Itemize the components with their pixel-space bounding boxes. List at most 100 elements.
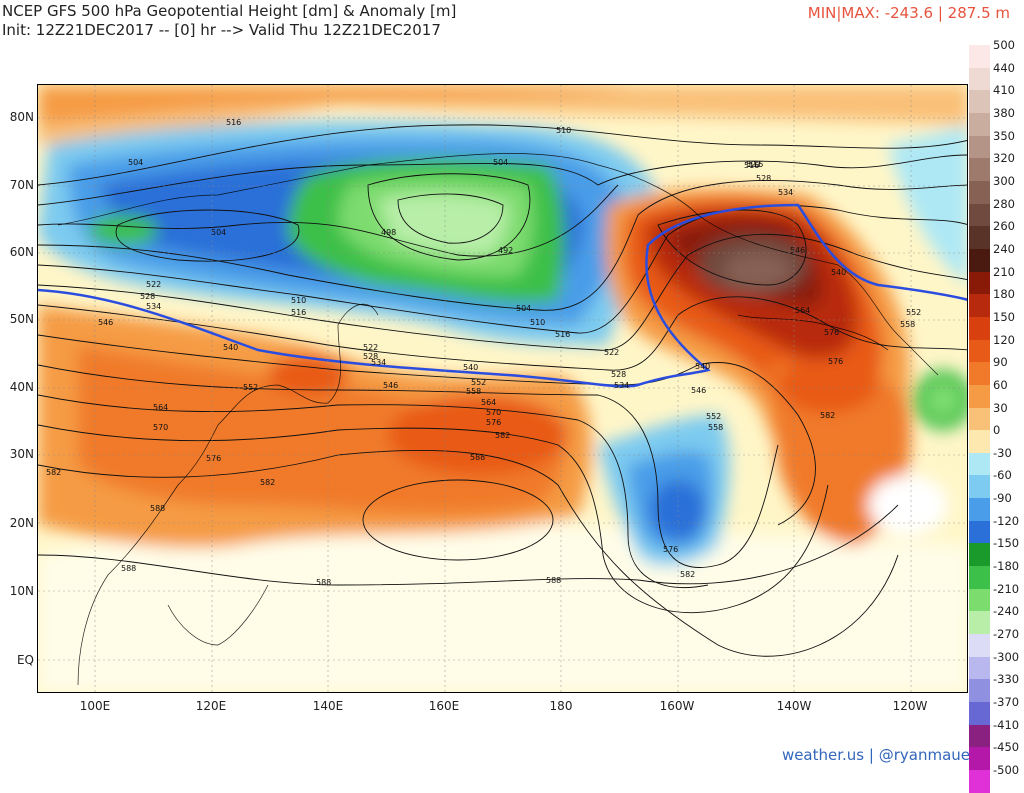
colorbar-label: 210	[993, 264, 1015, 279]
contour-label: 588	[150, 504, 165, 513]
contour-label: 552	[906, 308, 921, 317]
lon-label: 140E	[312, 699, 344, 713]
colorbar-label: 180	[993, 287, 1015, 302]
colorbar-swatch: 380	[969, 106, 1015, 136]
contour-label: 588	[546, 576, 561, 585]
colorbar-label: 240	[993, 241, 1015, 256]
lon-label: 160E	[428, 699, 460, 713]
lat-label: EQ	[16, 653, 34, 667]
contour-label: 510	[556, 126, 571, 135]
colorbar-label: -90	[993, 491, 1012, 506]
contour-label: 498	[381, 228, 396, 237]
contour-label: 492	[498, 246, 513, 255]
contour-label: 576	[486, 418, 501, 427]
colorbar-label: 260	[993, 219, 1015, 234]
contour-label: 516	[744, 161, 759, 170]
colorbar-swatch: 30	[969, 401, 1008, 431]
colorbar-label: 300	[993, 173, 1015, 188]
contour-label: 546	[383, 381, 398, 390]
contour-label: 528	[611, 370, 626, 379]
contour-label: 552	[706, 412, 721, 421]
colorbar-label: -330	[993, 672, 1020, 687]
contour-label: 510	[530, 318, 545, 327]
colorbar-swatch: -410	[969, 718, 1019, 748]
contour-label: 504	[128, 158, 143, 167]
contour-label: 564	[795, 306, 810, 315]
colorbar-label: -30	[993, 445, 1012, 460]
colorbar-swatch: 0	[969, 423, 1000, 453]
colorbar-label: -60	[993, 468, 1012, 483]
contour-label: 570	[153, 423, 168, 432]
contour-label: 522	[363, 343, 378, 352]
colorbar-swatch: -300	[969, 650, 1019, 680]
colorbar-label: -300	[993, 649, 1020, 664]
colorbar-label: -370	[993, 695, 1020, 710]
colorbar-swatch: 410	[969, 83, 1015, 113]
colorbar-swatch: 440	[969, 61, 1015, 91]
colorbar-label: 30	[993, 400, 1008, 415]
lat-label: 60N	[9, 245, 34, 259]
colorbar: 500 440 410 380 350 320 300 280 260 240 210 180 150 1…	[969, 38, 1019, 793]
contour-label: 534	[371, 358, 386, 367]
colorbar-swatch: 150	[969, 310, 1015, 340]
lat-label: 40N	[9, 380, 34, 394]
lon-label: 140W	[776, 699, 812, 713]
colorbar-swatch: -270	[969, 627, 1019, 657]
lon-label: 120E	[195, 699, 227, 713]
colorbar-swatch: -30	[969, 446, 1012, 476]
contour-label: 546	[790, 246, 805, 255]
contour-label: 564	[481, 398, 496, 407]
lon-label: 100E	[79, 699, 111, 713]
map-panel: 516 510 504 504 504 498 492 504 510 516 …	[37, 84, 968, 693]
colorbar-swatch: 320	[969, 151, 1015, 181]
colorbar-label: -450	[993, 740, 1020, 755]
credit-text: weather.us | @ryanmaue	[781, 746, 970, 764]
contour-label: 552	[243, 383, 258, 392]
colorbar-label: -500	[993, 763, 1020, 777]
colorbar-label: 500	[993, 38, 1015, 52]
minmax-readout: MIN|MAX: -243.6 | 287.5 m	[807, 4, 1010, 22]
colorbar-label: 440	[993, 60, 1015, 75]
colorbar-label: -210	[993, 581, 1020, 596]
colorbar-swatch: -180	[969, 559, 1019, 589]
colorbar-label: 90	[993, 355, 1008, 370]
contour-label: 540	[831, 268, 846, 277]
contour-label: 570	[486, 408, 501, 417]
contour-label: 576	[824, 328, 839, 337]
contour-label: 504	[493, 158, 508, 167]
contour-label: 564	[153, 403, 168, 412]
contour-label: 576	[206, 454, 221, 463]
colorbar-label: 410	[993, 83, 1015, 98]
contour-label: 540	[463, 363, 478, 372]
contour-label: 588	[470, 453, 485, 462]
contour-label: 582	[495, 431, 510, 440]
contour-label: 516	[555, 330, 570, 339]
contour-label: 528	[363, 352, 378, 361]
contour-label: 576	[663, 545, 678, 554]
colorbar-swatch: 210	[969, 265, 1015, 295]
colorbar-label: -270	[993, 627, 1020, 642]
colorbar-swatch: 500	[969, 38, 1015, 68]
colorbar-label: 0	[993, 423, 1001, 438]
contour-label: 582	[260, 478, 275, 487]
chart-title: NCEP GFS 500 hPa Geopotential Height [dm…	[2, 2, 456, 40]
contour-label: 516	[291, 308, 306, 317]
colorbar-swatch: -210	[969, 582, 1019, 612]
contour-label: 510	[291, 296, 306, 305]
colorbar-swatch: -60	[969, 468, 1012, 499]
colorbar-swatch: -90	[969, 491, 1012, 521]
contour-label: 582	[680, 570, 695, 579]
colorbar-swatch: -500	[969, 763, 1019, 793]
title-line-1: NCEP GFS 500 hPa Geopotential Height [dm…	[2, 2, 457, 20]
contour-label: 546	[691, 386, 706, 395]
lat-label: 10N	[9, 584, 34, 598]
title-line-2: Init: 12Z21DEC2017 -- [0] hr --> Valid T…	[2, 21, 441, 39]
map-icon: 516 510 504 504 504 498 492 504 510 516 …	[38, 85, 967, 692]
colorbar-swatch: -150	[969, 536, 1019, 567]
colorbar-swatch: 180	[969, 287, 1015, 317]
lon-label: 120W	[892, 699, 928, 713]
colorbar-label: 380	[993, 105, 1015, 120]
contour-label: 582	[46, 468, 61, 477]
contour-label: 528	[140, 292, 155, 301]
contour-label: 516	[748, 160, 763, 169]
